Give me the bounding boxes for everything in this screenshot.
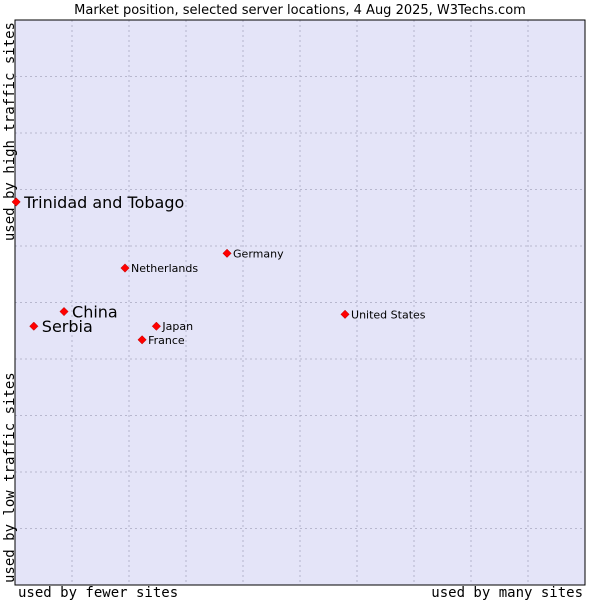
point-marker-japan	[151, 321, 161, 331]
x-axis-label-right: used by many sites	[431, 585, 583, 600]
point-marker-netherlands	[120, 263, 130, 273]
point-label-china: China	[72, 303, 118, 322]
point-marker-germany	[222, 248, 232, 258]
point-label-serbia: Serbia	[42, 317, 93, 336]
y-axis-label-bottom: used by low traffic sites	[2, 372, 18, 583]
point-label-netherlands: Netherlands	[131, 262, 198, 275]
point-label-japan: Japan	[161, 320, 193, 333]
x-axis-label-left: used by fewer sites	[18, 585, 178, 600]
y-axis-label-top: used by high traffic sites	[2, 22, 18, 241]
data-point-china: China	[59, 303, 118, 322]
data-point-serbia: Serbia	[29, 317, 93, 336]
data-point-germany: Germany	[222, 247, 284, 260]
data-point-trinidad-and-tobago: Trinidad and Tobago	[11, 193, 184, 212]
data-point-japan: Japan	[151, 320, 193, 333]
point-label-trinidad-and-tobago: Trinidad and Tobago	[23, 193, 184, 212]
point-label-united-states: United States	[351, 308, 426, 321]
data-point-france: France	[137, 334, 185, 347]
point-marker-china	[59, 306, 69, 317]
plot-border	[14, 19, 586, 586]
point-marker-serbia	[29, 321, 39, 331]
data-point-netherlands: Netherlands	[120, 262, 198, 275]
point-marker-france	[137, 335, 147, 345]
point-label-germany: Germany	[233, 247, 284, 260]
point-marker-united-states	[340, 309, 350, 319]
chart-title: Market position, selected server locatio…	[74, 3, 526, 18]
point-marker-trinidad-and-tobago	[11, 197, 21, 207]
grid-lines	[15, 20, 585, 585]
points-layer: Trinidad and Tobago Germany Netherlands Chi…	[11, 193, 426, 347]
point-label-france: France	[148, 334, 185, 347]
data-point-united-states: United States	[340, 308, 426, 321]
